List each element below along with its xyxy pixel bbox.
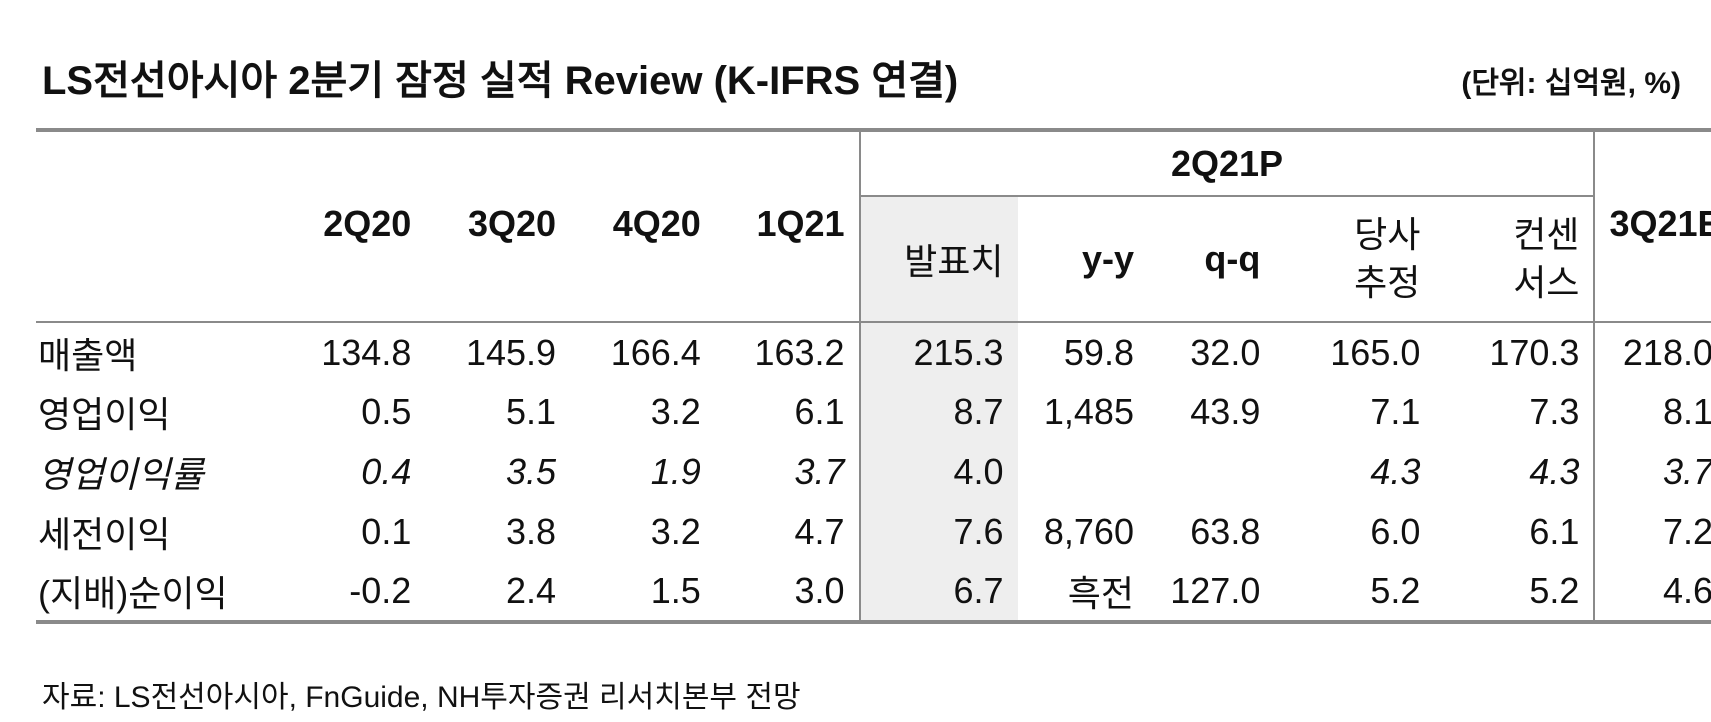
table-cell: 43.9 [1190,391,1261,432]
table-cell: 145.9 [425,321,571,382]
table-cell: 4.0 [858,442,1018,502]
unit-label: (단위: 십억원, %) [1461,67,1681,100]
table-cell: 1.5 [570,562,715,624]
table-cell: 127.0 [1147,562,1275,624]
table-cell: 7.6 [858,502,1018,562]
table-cell: 4.7 [794,511,845,552]
table-cell: 4.3 [1434,442,1596,502]
table-cell: 1,485 [1043,391,1134,432]
table-cell: 3.2 [650,511,701,552]
table-cell: 6.7 [858,562,1018,624]
table-row: (지배)순이익 -0.2 2.4 1.5 3.0 6.7 흑전 127.0 5.2 5.2 4.6 [36,562,1711,624]
table-cell: 5.1 [506,391,557,432]
table-cell: 8.7 [858,382,1018,442]
header-period-4q20: 4Q20 [570,128,715,322]
row-label: 영업이익률 [38,454,204,495]
table-cell: 8.1 [1662,391,1711,432]
table-cell: 4.6 [1594,562,1711,624]
earnings-table: 2Q20 3Q20 4Q20 1Q21 2Q21P 3Q21E 발표치 y-y … [36,128,1711,624]
header-house-estimate-line1: 당사 [1354,214,1421,255]
table-cell: 32.0 [1147,321,1275,382]
table-cell: 63.8 [1190,511,1261,552]
header-consensus-line2: 서스 [1513,262,1580,303]
header-period-2q20: 2Q20 [280,128,426,322]
table-cell: 166.4 [570,321,715,382]
table-cell: 3.0 [714,562,860,624]
table-cell: -0.2 [280,562,426,624]
table-cell: 163.2 [714,321,860,382]
table-cell: 6.1 [794,391,845,432]
header-consensus: 컨센 서스 [1434,196,1596,322]
table-cell [1148,442,1274,502]
header-announced: 발표치 [858,196,1018,322]
table-cell: 5.2 [1434,562,1596,624]
table-cell: 0.1 [361,511,412,552]
page-title: LS전선아시아 2분기 잠정 실적 Review (K-IFRS 연결) [42,59,959,103]
table-cell: 4.3 [1370,451,1421,492]
table-cell: 흑전 [1017,562,1148,624]
table-cell [1018,442,1148,502]
row-label: 영업이익 [38,394,171,435]
table-cell: 59.8 [1017,321,1148,382]
table-cell: 8,760 [1043,511,1134,552]
header-house-estimate-line2: 추정 [1354,262,1421,303]
table-cell: 0.4 [361,451,412,492]
table-cell: 218.0 [1594,321,1711,382]
header-period-3q20: 3Q20 [425,128,571,322]
table-cell: 165.0 [1274,321,1435,382]
table-cell: 6.0 [1370,511,1421,552]
header-group-2q21p: 2Q21P [858,128,1596,197]
table-cell: 0.5 [361,391,412,432]
header-consensus-line1: 컨센 [1513,214,1580,255]
table-row: 매출액 134.8 145.9 166.4 163.2 215.3 59.8 32.0 165.… [36,321,1711,382]
header-qq: q-q [1204,238,1261,279]
table-cell: 7.3 [1434,382,1596,442]
table-cell: 3.5 [506,451,557,492]
table-cell: 3.7 [1662,451,1711,492]
table-cell: 3.7 [794,451,845,492]
table-row: 영업이익률 0.4 3.5 1.9 3.7 4.0 4.3 4.3 3.7 [36,442,1711,502]
header-period-3q21e: 3Q21E [1594,128,1711,322]
table-cell: 7.1 [1370,391,1421,432]
table-cell: 215.3 [858,321,1018,382]
table-row: 세전이익 0.1 3.8 3.2 4.7 7.6 8,760 63.8 6.0 6.1 7.2 [36,502,1711,562]
table-cell: 1.9 [650,451,701,492]
header-yy: y-y [1081,238,1134,279]
row-label: (지배)순이익 [36,562,281,624]
header-period-1q21: 1Q21 [714,128,860,322]
table-cell: 5.2 [1274,562,1435,624]
table-cell: 6.1 [1434,502,1596,562]
header-blank [36,128,281,322]
table-cell: 3.8 [506,511,557,552]
table-row: 영업이익 0.5 5.1 3.2 6.1 8.7 1,485 43.9 7.1 7.3 8.1 [36,382,1711,442]
table-cell: 7.2 [1662,511,1711,552]
row-label: 매출액 [36,321,281,382]
source-note: 자료: LS전선아시아, FnGuide, NH투자증권 리서치본부 전망 [42,681,801,714]
table-cell: 170.3 [1434,321,1596,382]
header-house-estimate: 당사 추정 [1274,196,1434,322]
table-cell: 3.2 [650,391,701,432]
table-cell: 134.8 [280,321,426,382]
table-cell: 2.4 [425,562,571,624]
row-label: 세전이익 [38,514,171,555]
